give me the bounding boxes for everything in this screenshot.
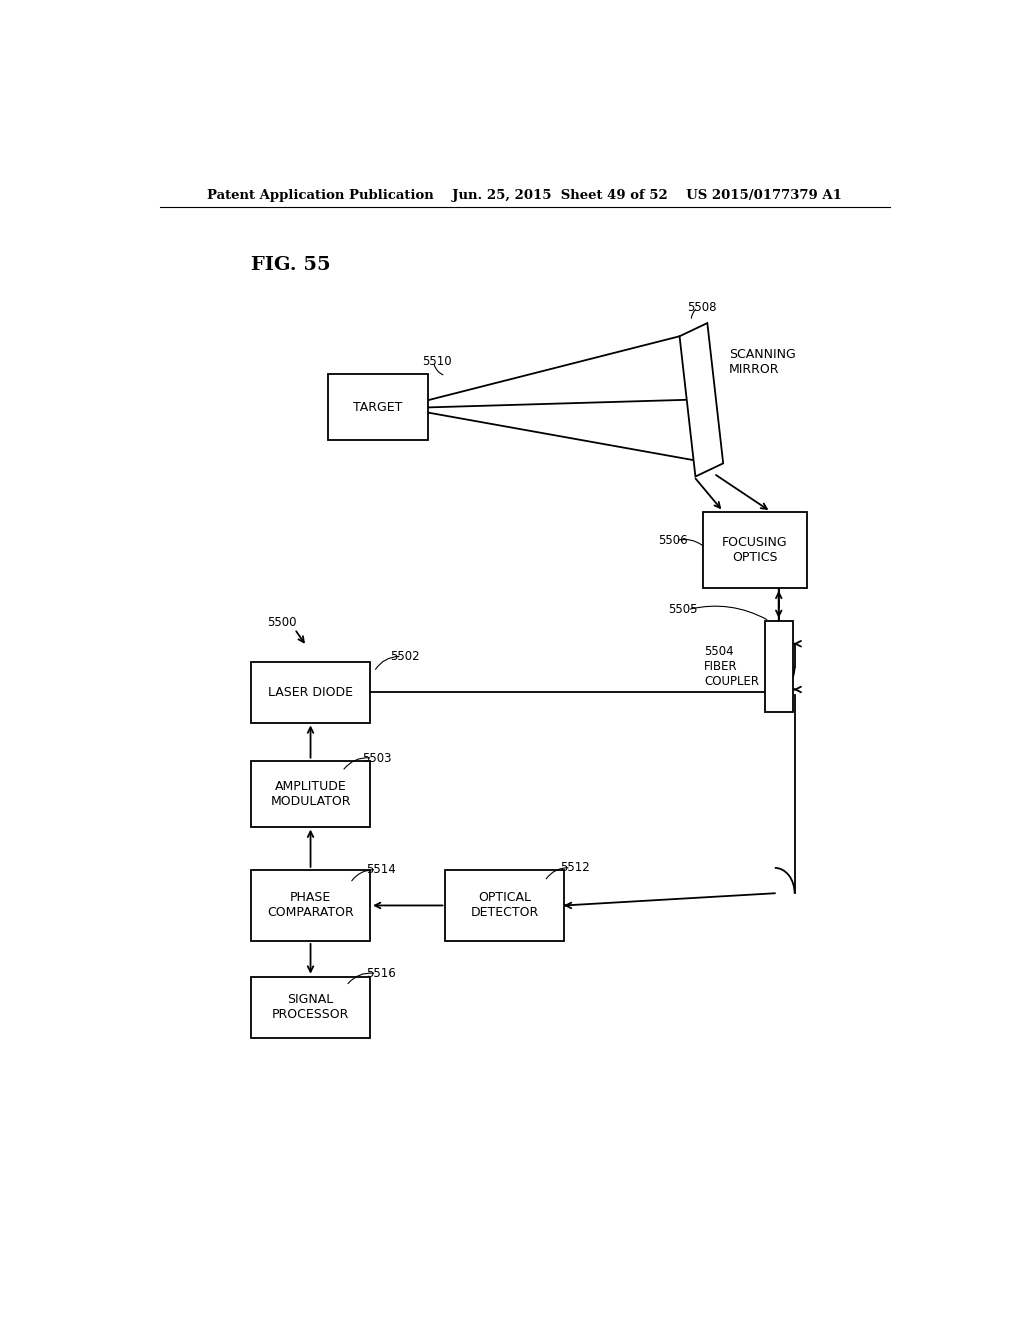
Text: 5504
FIBER
COUPLER: 5504 FIBER COUPLER — [705, 645, 760, 688]
Bar — [703, 512, 807, 587]
Text: 5505: 5505 — [668, 603, 697, 616]
Text: FIG. 55: FIG. 55 — [251, 256, 331, 275]
Bar — [251, 661, 370, 722]
Text: SIGNAL
PROCESSOR: SIGNAL PROCESSOR — [271, 993, 349, 1022]
Bar — [329, 375, 428, 441]
Polygon shape — [680, 323, 723, 477]
Text: PHASE
COMPARATOR: PHASE COMPARATOR — [267, 891, 354, 920]
Text: 5508: 5508 — [687, 301, 717, 314]
Text: LASER DIODE: LASER DIODE — [268, 685, 353, 698]
Text: 5506: 5506 — [658, 535, 688, 546]
Text: 5503: 5503 — [362, 751, 391, 764]
Bar — [251, 977, 370, 1038]
Text: SCANNING
MIRROR: SCANNING MIRROR — [729, 347, 796, 376]
Text: 5510: 5510 — [422, 355, 452, 368]
Text: OPTICAL
DETECTOR: OPTICAL DETECTOR — [471, 891, 539, 920]
Text: 5516: 5516 — [367, 968, 396, 979]
Bar — [251, 870, 370, 941]
Text: 5512: 5512 — [560, 862, 590, 874]
Text: FOCUSING
OPTICS: FOCUSING OPTICS — [722, 536, 787, 564]
Text: AMPLITUDE
MODULATOR: AMPLITUDE MODULATOR — [270, 780, 351, 808]
Bar — [765, 620, 793, 713]
Text: 5500: 5500 — [267, 616, 296, 630]
Bar — [251, 760, 370, 826]
Text: 5514: 5514 — [367, 863, 396, 876]
Bar — [445, 870, 564, 941]
Text: TARGET: TARGET — [353, 401, 402, 414]
Text: Patent Application Publication    Jun. 25, 2015  Sheet 49 of 52    US 2015/01773: Patent Application Publication Jun. 25, … — [208, 189, 842, 202]
Text: 5502: 5502 — [390, 649, 420, 663]
